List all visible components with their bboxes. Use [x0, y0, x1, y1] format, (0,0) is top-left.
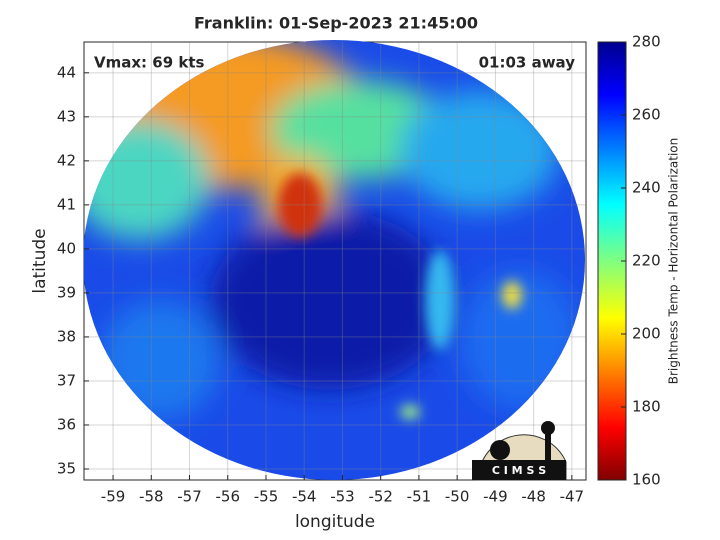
colorbar-tick-label: 160	[632, 471, 661, 489]
x-tick-label: -57	[177, 488, 202, 506]
x-tick-label: -55	[254, 488, 279, 506]
x-tick-label: -51	[407, 488, 432, 506]
y-tick-label: 44	[57, 63, 76, 81]
colorbar-tick-label: 220	[632, 252, 661, 270]
y-tick-label: 39	[57, 283, 76, 301]
annotation: Vmax: 69 kts	[94, 54, 204, 72]
y-tick-label: 35	[57, 459, 76, 477]
x-tick-label: -53	[330, 488, 355, 506]
x-tick-label: -54	[292, 488, 317, 506]
satellite-image	[83, 40, 585, 480]
colorbar-tick-label: 180	[632, 398, 661, 416]
y-tick-label: 41	[57, 195, 76, 213]
x-axis-label: longitude	[295, 512, 375, 532]
x-tick-label: -48	[521, 488, 546, 506]
x-tick-label: -52	[368, 488, 393, 506]
logo-text: C I M S S	[492, 464, 546, 477]
annotation: 01:03 away	[479, 54, 576, 72]
x-tick-label: -47	[560, 488, 585, 506]
cimss-logo: C I M S S	[472, 421, 567, 481]
colorbar-tick-label: 280	[632, 33, 661, 51]
x-tick-label: -49	[483, 488, 508, 506]
y-tick-label: 36	[57, 415, 76, 433]
y-tick-label: 40	[57, 239, 76, 257]
plot-area: C I M S S Vmax: 69 kts 01:03 away	[83, 40, 587, 481]
colorbar-label: Brightness Temp - Horizontal Polarizatio…	[667, 138, 681, 385]
y-axis-label: latitude	[30, 228, 50, 293]
colorbar-tick-label: 260	[632, 106, 661, 124]
x-tick-label: -59	[101, 488, 126, 506]
y-tick-label: 43	[57, 107, 76, 125]
x-tick-label: -56	[216, 488, 241, 506]
y-tick-label: 37	[57, 371, 76, 389]
x-tick-label: -50	[445, 488, 470, 506]
colorbar-tick-label: 200	[632, 325, 661, 343]
title: Franklin: 01-Sep-2023 21:45:00	[194, 14, 478, 33]
y-tick-label: 38	[57, 327, 76, 345]
y-tick-label: 42	[57, 151, 76, 169]
x-tick-label: -58	[139, 488, 164, 506]
colorbar-tick-label: 240	[632, 179, 661, 197]
